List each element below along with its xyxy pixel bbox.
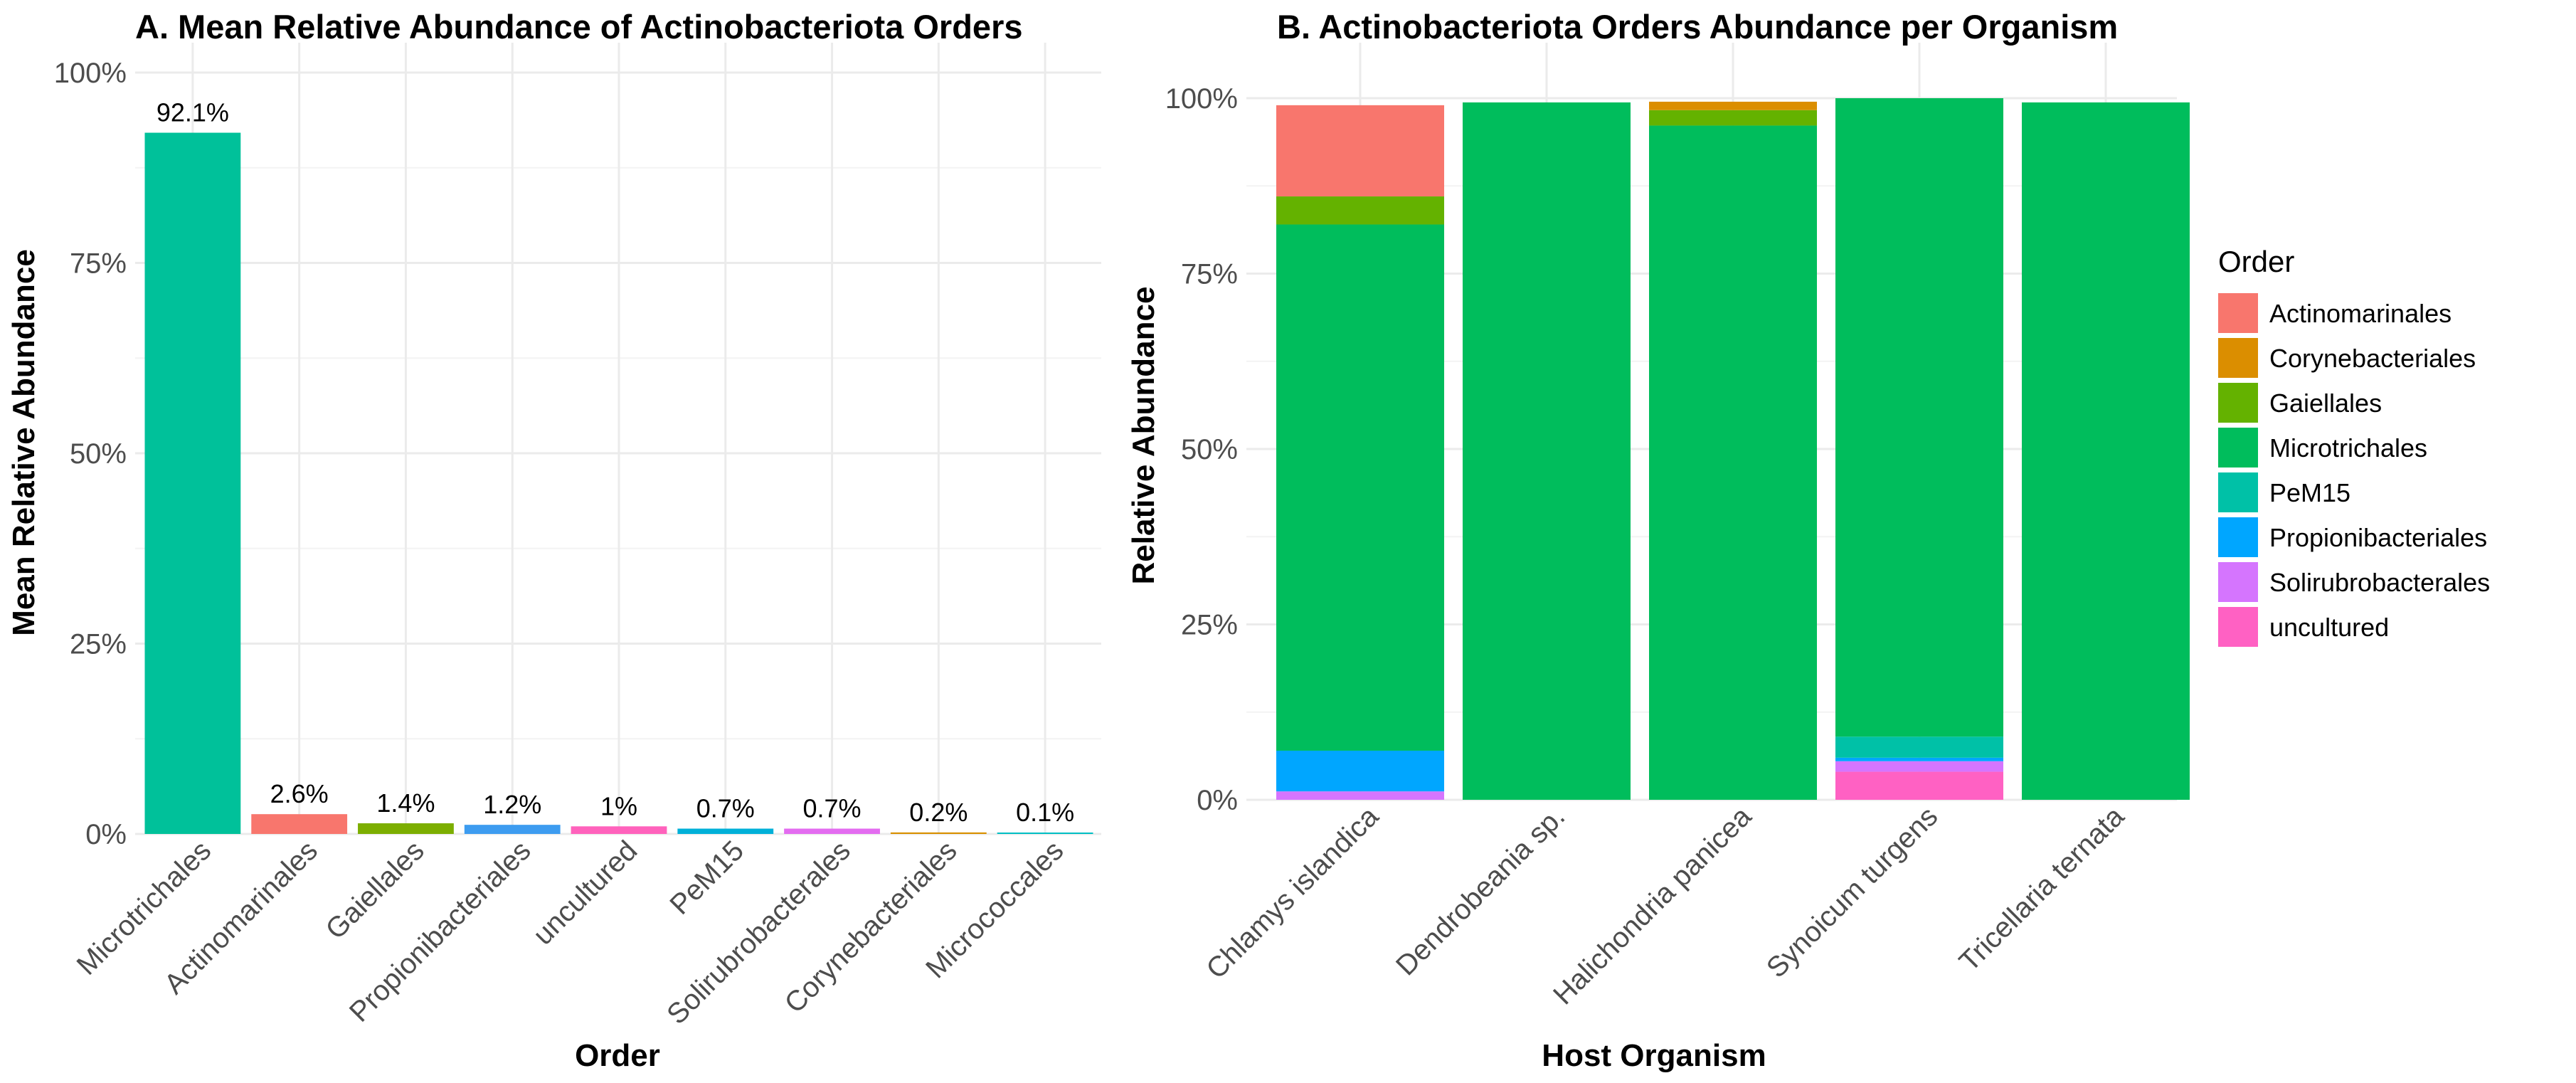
- panel-b-bar-segment: [1463, 102, 1631, 800]
- legend-key: [2218, 607, 2258, 647]
- panel-a: A. Mean Relative Abundance of Actinobact…: [6, 8, 1101, 1073]
- panel-a-y-tick-label: 75%: [70, 248, 127, 280]
- panel-a-data-label: 1.4%: [376, 788, 435, 818]
- panel-a-bar: [677, 828, 774, 834]
- panel-a-y-tick-label: 0%: [85, 819, 127, 850]
- panel-b-bar-segment: [1649, 101, 1817, 110]
- panel-a-data-labels: 92.1% 2.6% 1.4% 1.2% 1% 0.7% 0.7% 0.2% 0.1%: [157, 98, 1074, 827]
- panel-b-bar-segment: [1835, 757, 2003, 761]
- panel-b-bar-segment: [1649, 125, 1817, 801]
- panel-b-bar-segment: [1276, 196, 1444, 225]
- panel-b-y-tick-label: 75%: [1181, 259, 1238, 290]
- legend-label: uncultured: [2269, 613, 2389, 642]
- panel-b-x-tick-label: Dendrobeania sp.: [1390, 801, 1571, 981]
- panel-b-bar-segment: [2022, 102, 2190, 800]
- panel-b-x-axis-title: Host Organism: [1542, 1038, 1766, 1073]
- panel-b-bar-segment: [1649, 110, 1817, 126]
- legend-key: [2218, 428, 2258, 467]
- panel-b-bar-segment: [1835, 761, 2003, 772]
- panel-a-x-ticks: MicrotrichalesActinomarinalesGaiellalesP…: [71, 835, 1070, 1030]
- panel-a-bar: [890, 832, 987, 834]
- panel-b-y-axis-title: Relative Abundance: [1126, 287, 1161, 585]
- panel-a-x-tick-label: Gaiellales: [319, 835, 430, 945]
- legend-label: Microtrichales: [2269, 433, 2427, 463]
- panel-a-y-axis-title: Mean Relative Abundance: [6, 249, 41, 636]
- panel-b-title: B. Actinobacteriota Orders Abundance per…: [1277, 8, 2118, 46]
- legend-key: [2218, 472, 2258, 512]
- legend-key: [2218, 338, 2258, 378]
- panel-b-bar-segment: [1835, 771, 2003, 800]
- panel-b-bar-segment: [1276, 791, 1444, 800]
- panel-a-bar: [464, 825, 561, 834]
- legend-label: Corynebacteriales: [2269, 344, 2476, 373]
- panel-b: B. Actinobacteriota Orders Abundance per…: [1126, 8, 2190, 1073]
- panel-a-data-label: 1.2%: [483, 790, 541, 819]
- panel-b-bar-segment: [1276, 224, 1444, 751]
- panel-a-y-tick-label: 50%: [70, 438, 127, 470]
- panel-b-y-tick-label: 50%: [1181, 434, 1238, 465]
- panel-a-bars: [144, 132, 1093, 834]
- panel-b-x-tick-label: Synoicum turgens: [1761, 801, 1944, 983]
- panel-a-data-label: 92.1%: [157, 98, 229, 127]
- legend: Order Actinomarinales Corynebacteriales Ga…: [2218, 245, 2490, 647]
- panel-b-bar-segment: [1276, 105, 1444, 197]
- panel-a-y-tick-label: 25%: [70, 629, 127, 660]
- panel-a-x-tick-label: Solirubrobacterales: [661, 835, 857, 1030]
- legend-label: PeM15: [2269, 478, 2350, 507]
- panel-a-y-tick-label: 100%: [54, 58, 127, 89]
- panel-a-data-label: 0.1%: [1016, 798, 1074, 827]
- legend-title: Order: [2218, 245, 2294, 278]
- panel-a-x-tick-label: uncultured: [527, 835, 643, 951]
- panel-a-bar: [784, 828, 880, 834]
- legend-label: Actinomarinales: [2269, 299, 2452, 328]
- legend-label: Propionibacteriales: [2269, 523, 2487, 552]
- panel-a-data-label: 0.7%: [803, 794, 862, 823]
- panel-b-y-tick-label: 0%: [1197, 785, 1238, 816]
- panel-a-data-label: 1%: [600, 791, 637, 820]
- panel-a-data-label: 2.6%: [270, 779, 329, 808]
- panel-b-bar-segment: [1835, 736, 2003, 758]
- panel-a-data-label: 0.7%: [696, 794, 755, 823]
- panel-b-bar-segment: [1835, 98, 2003, 737]
- panel-b-stacked-bars: [1276, 98, 2190, 801]
- panel-a-bar: [251, 814, 348, 834]
- legend-label: Solirubrobacterales: [2269, 568, 2490, 597]
- panel-a-gridlines: [135, 43, 1101, 835]
- panel-b-y-tick-label: 100%: [1165, 83, 1238, 115]
- panel-a-title: A. Mean Relative Abundance of Actinobact…: [135, 8, 1023, 46]
- legend-key: [2218, 383, 2258, 423]
- panel-b-bar-segment: [1276, 750, 1444, 792]
- panel-b-y-ticks: 0% 25% 50% 75% 100%: [1165, 83, 1238, 816]
- panel-b-x-ticks: Chlamys islandica Dendrobeania sp.Halicho…: [1200, 801, 2131, 1011]
- panel-a-x-tick-label: Propionibacteriales: [344, 835, 537, 1028]
- panel-b-y-tick-label: 25%: [1181, 610, 1238, 641]
- legend-items: Actinomarinales Corynebacteriales Gaiellal…: [2218, 293, 2490, 647]
- panel-a-x-axis-title: Order: [575, 1038, 660, 1073]
- panel-b-x-tick-label: Tricellaria ternata: [1954, 801, 2131, 978]
- panel-a-bar: [358, 823, 454, 834]
- panel-a-bar: [997, 833, 1093, 834]
- panel-a-bar: [144, 132, 241, 834]
- legend-label: Gaiellales: [2269, 389, 2382, 418]
- panel-b-x-tick-label: Chlamys islandica: [1200, 801, 1385, 986]
- legend-key: [2218, 562, 2258, 602]
- legend-key: [2218, 517, 2258, 557]
- panel-a-data-label: 0.2%: [909, 798, 968, 827]
- legend-key: [2218, 293, 2258, 333]
- panel-a-bar: [571, 826, 667, 834]
- panel-a-x-tick-label: PeM15: [664, 835, 750, 921]
- panel-b-x-tick-label: Halichondria panicea: [1547, 801, 1758, 1011]
- panel-a-y-ticks: 0% 25% 50% 75% 100%: [54, 58, 127, 850]
